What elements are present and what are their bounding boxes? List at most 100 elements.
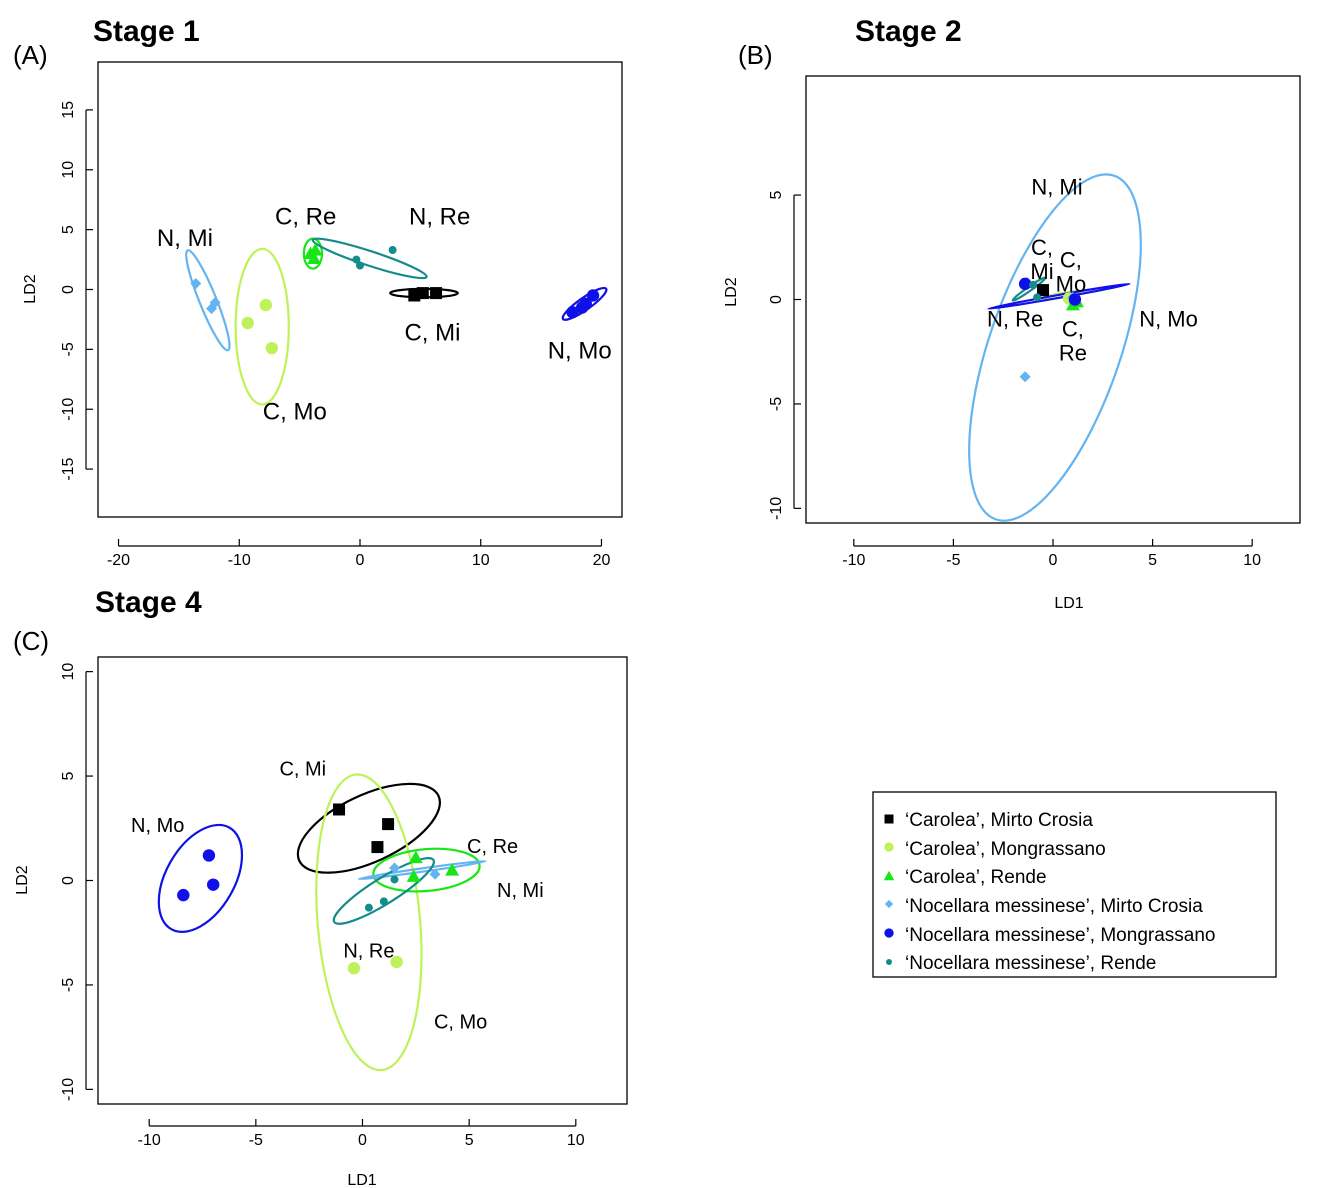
y-tick-label: -5: [60, 978, 77, 992]
group-label: N, Mi: [1031, 175, 1082, 200]
marker-diamond: [388, 862, 400, 874]
group-label: C, Mo: [263, 399, 327, 426]
marker-circle: [177, 888, 190, 902]
group-label: N, Mi: [497, 880, 544, 902]
legend-label: ‘Carolea’, Mongrassano: [905, 839, 1106, 860]
y-tick-label: 15: [60, 101, 77, 119]
panel-c-xlabel: LD1: [347, 1172, 376, 1188]
x-tick-label: -10: [842, 552, 865, 569]
ellipse-n-mi: [357, 859, 487, 881]
marker-circle: [347, 962, 361, 975]
group-label: N, Re: [987, 306, 1043, 331]
legend-entry: ‘Nocellara messinese’, Mongrassano: [884, 925, 1215, 946]
marker-square: [884, 814, 894, 824]
marker-diamond: [429, 868, 441, 880]
plot-frame: [97, 656, 628, 1105]
marker-small-circle: [352, 255, 361, 264]
plot-frame: [97, 61, 623, 518]
ellipse-n-mi: [185, 249, 231, 352]
marker-diamond: [190, 278, 202, 290]
panel-b-xlabel: LD1: [1054, 595, 1083, 612]
x-tick-label: -10: [138, 1132, 161, 1149]
series-c-mo: [241, 298, 279, 355]
panel-a-letter: (A): [13, 40, 48, 70]
ellipse-n-mo: [157, 823, 244, 933]
group-label: Mo: [1056, 272, 1087, 297]
y-tick-label: 0: [60, 285, 77, 294]
panel-a-ylabel: LD2: [22, 274, 39, 303]
legend-entry: ‘Carolea’, Rende: [883, 867, 1047, 888]
x-tick-label: 5: [465, 1132, 474, 1149]
marker-circle: [884, 928, 894, 938]
ellipse-c-re: [372, 847, 481, 893]
marker-circle: [265, 341, 279, 355]
marker-small-circle: [1033, 293, 1042, 302]
marker-diamond: [209, 297, 221, 309]
marker-square: [416, 287, 429, 300]
group-label: C, Re: [275, 203, 336, 230]
series-n-re: [352, 245, 397, 270]
marker-triangle: [883, 870, 895, 881]
x-tick-label: -5: [249, 1132, 263, 1149]
marker-triangle: [408, 850, 423, 864]
marker-circle: [579, 297, 592, 311]
y-tick-label: -10: [60, 398, 77, 421]
legend-label: ‘Carolea’, Rende: [905, 867, 1047, 888]
group-label: C,: [1062, 317, 1084, 342]
group-label: N, Mi: [157, 225, 213, 252]
series-n-mo: [177, 849, 220, 902]
marker-diamond: [1019, 371, 1031, 383]
marker-diamond: [884, 899, 894, 909]
series-n-re: [364, 875, 399, 912]
x-tick-label: 5: [1148, 552, 1157, 569]
legend-marker-square: [884, 814, 894, 824]
legend-entry: ‘Nocellara messinese’, Mirto Crosia: [884, 896, 1203, 917]
y-tick-label: 0: [768, 295, 785, 304]
legend-entry: ‘Carolea’, Mongrassano: [884, 839, 1106, 860]
series-c-mo: [347, 955, 403, 975]
marker-circle: [202, 849, 216, 862]
series-c-re: [303, 242, 323, 264]
plot-frame: [805, 75, 1301, 524]
group-label: Mi: [1030, 259, 1053, 284]
x-tick-label: -10: [228, 552, 251, 569]
y-tick-label: -10: [768, 497, 785, 520]
group-label: N, Mo: [548, 338, 612, 365]
series-c-mi: [333, 803, 395, 854]
marker-small-circle: [364, 903, 373, 912]
series-n-mi: [388, 862, 441, 880]
panel-c-title: Stage 4: [95, 586, 202, 619]
marker-square: [430, 287, 443, 300]
marker-triangle: [307, 251, 322, 264]
panel-b-ylabel: LD2: [723, 277, 740, 306]
legend: ‘Carolea’, Mirto Crosia ‘Carolea’, Mongr…: [872, 791, 1277, 978]
legend-marker-circle: [884, 842, 894, 852]
legend-label: ‘Carolea’, Mirto Crosia: [905, 810, 1093, 831]
series-c-mi: [408, 287, 443, 302]
group-label: N, Mo: [131, 815, 184, 837]
ellipse-c-mo: [234, 247, 290, 406]
marker-circle: [241, 316, 254, 330]
marker-small-circle: [388, 245, 397, 254]
marker-circle: [206, 878, 220, 891]
x-tick-label: 20: [593, 552, 611, 569]
marker-small-circle: [379, 897, 388, 906]
x-tick-label: -5: [946, 552, 960, 569]
plot-panel-2: -10 -5 0 5 10 -10 -5 0 5 10 C, Mi C, Mo C, Re N, Mi N,…: [60, 656, 628, 1149]
marker-circle: [586, 289, 600, 302]
marker-small-circle: [356, 261, 364, 270]
series-n-mi: [190, 278, 221, 315]
ellipse-n-re: [311, 237, 428, 280]
ellipse-c-mo: [315, 773, 423, 1072]
group-label: N, Mo: [1139, 306, 1198, 331]
group-label: C,: [1060, 248, 1082, 273]
y-tick-label: -5: [60, 342, 77, 356]
marker-triangle: [445, 863, 460, 876]
x-tick-label: 10: [472, 552, 490, 569]
panel-b-letter: (B): [738, 40, 773, 70]
legend-marker-small-circle: [886, 959, 892, 965]
legend-marker-circle: [884, 928, 894, 938]
y-tick-label: 0: [60, 876, 77, 885]
marker-small-circle: [390, 875, 399, 884]
